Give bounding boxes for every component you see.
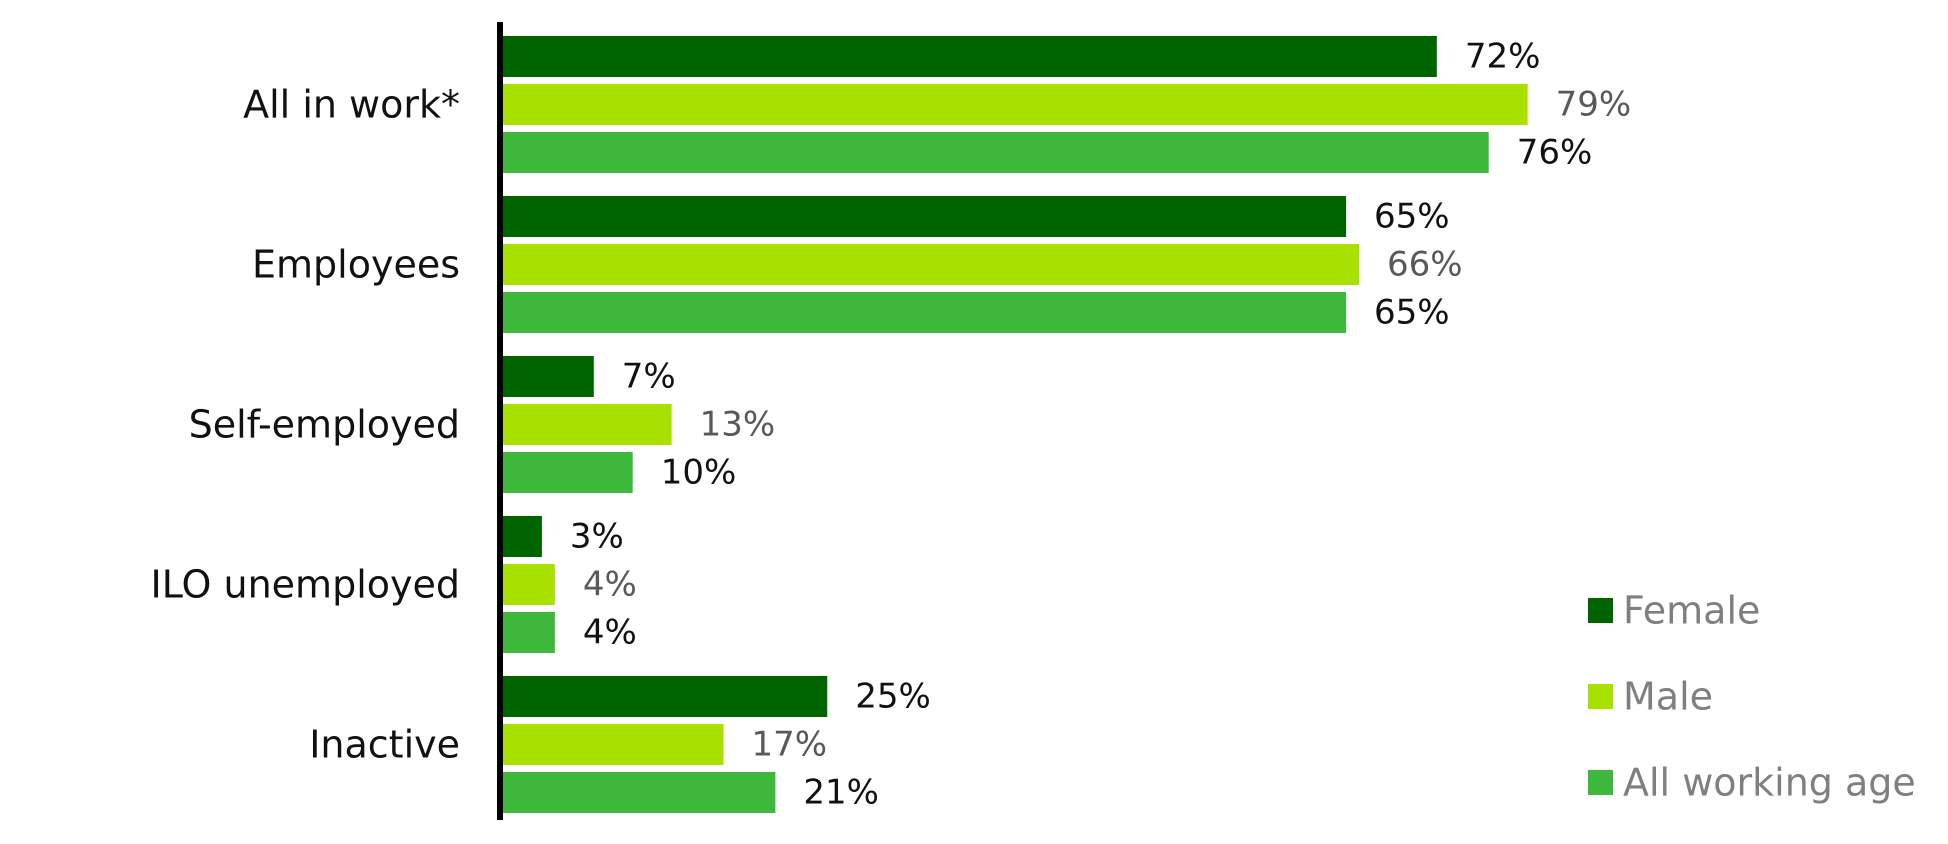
legend-label-male: Male xyxy=(1623,675,1713,719)
bar-employees-male xyxy=(503,244,1360,285)
data-label-ilo-unemployed-all-working-age: 4% xyxy=(583,613,637,653)
category-label-inactive: Inactive xyxy=(309,723,460,767)
bar-employees-female xyxy=(503,196,1347,237)
legend: Female Male All working age xyxy=(1588,589,1916,805)
data-label-self-employed-male: 13% xyxy=(700,405,776,445)
legend-label-all-working-age: All working age xyxy=(1623,761,1916,805)
legend-label-female: Female xyxy=(1623,589,1760,633)
category-label-ilo-unemployed: ILO unemployed xyxy=(151,563,461,607)
data-label-inactive-male: 17% xyxy=(751,725,827,765)
data-label-employees-all-working-age: 65% xyxy=(1374,293,1450,333)
data-label-inactive-all-working-age: 21% xyxy=(803,773,879,813)
category-label-all-in-work: All in work* xyxy=(243,83,460,127)
category-labels-layer: All in work* Employees Self-employed ILO un… xyxy=(151,83,461,767)
bar-self-employed-female xyxy=(503,356,594,397)
bar-self-employed-all-working-age xyxy=(503,452,633,493)
legend-swatch-all-working-age xyxy=(1588,770,1613,795)
value-labels-layer: 72% 79% 76% 65% 66% 65% 7% 13% 10% 3% 4% 4% 25% 17% 21… xyxy=(570,37,1631,813)
legend-swatch-male xyxy=(1588,684,1613,709)
bar-employees-all-working-age xyxy=(503,292,1347,333)
category-label-employees: Employees xyxy=(252,243,460,287)
data-label-ilo-unemployed-female: 3% xyxy=(570,517,624,557)
bar-inactive-all-working-age xyxy=(503,772,776,813)
bar-all-in-work-female xyxy=(503,36,1437,77)
bars-layer xyxy=(503,36,1528,813)
bar-ilo-unemployed-all-working-age xyxy=(503,612,555,653)
data-label-ilo-unemployed-male: 4% xyxy=(583,565,637,605)
data-label-all-in-work-all-working-age: 76% xyxy=(1517,133,1593,173)
bar-inactive-male xyxy=(503,724,724,765)
data-label-inactive-female: 25% xyxy=(855,677,931,717)
data-label-self-employed-female: 7% xyxy=(622,357,676,397)
data-label-employees-female: 65% xyxy=(1374,197,1450,237)
bar-all-in-work-male xyxy=(503,84,1528,125)
data-label-all-in-work-female: 72% xyxy=(1465,37,1541,77)
legend-swatch-female xyxy=(1588,598,1613,623)
bar-ilo-unemployed-female xyxy=(503,516,542,557)
bar-self-employed-male xyxy=(503,404,672,445)
data-label-all-in-work-male: 79% xyxy=(1556,85,1632,125)
category-label-self-employed: Self-employed xyxy=(189,403,460,447)
data-label-employees-male: 66% xyxy=(1387,245,1463,285)
bar-inactive-female xyxy=(503,676,828,717)
bar-ilo-unemployed-male xyxy=(503,564,555,605)
bar-all-in-work-all-working-age xyxy=(503,132,1489,173)
data-label-self-employed-all-working-age: 10% xyxy=(661,453,737,493)
